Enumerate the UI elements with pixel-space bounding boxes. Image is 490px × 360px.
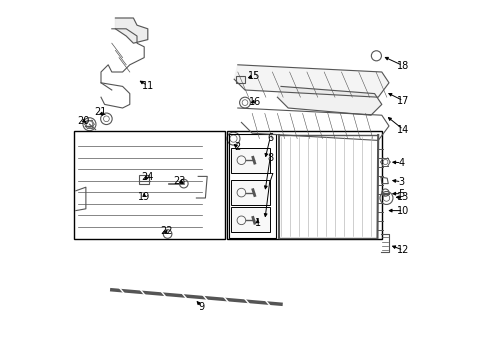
Bar [139,175,149,184]
Text: 20: 20 [77,116,89,126]
Text: 10: 10 [397,206,410,216]
Text: 24: 24 [141,172,153,182]
Text: 4: 4 [398,158,405,168]
Polygon shape [116,18,148,43]
Bar [229,134,275,238]
Text: 22: 22 [160,226,173,236]
Text: 19: 19 [138,192,150,202]
Text: 8: 8 [267,153,273,163]
Bar [236,76,245,83]
Text: 3: 3 [398,177,405,187]
Polygon shape [234,65,389,97]
Bar [74,131,225,239]
Bar [231,148,270,173]
Text: 17: 17 [397,96,410,106]
Text: 11: 11 [142,81,154,91]
Text: 21: 21 [94,107,106,117]
Text: 7: 7 [267,173,273,183]
Text: 13: 13 [397,192,410,202]
Text: 18: 18 [396,60,409,71]
Text: 12: 12 [397,245,410,255]
Text: 2: 2 [234,142,240,152]
Text: 15: 15 [248,71,260,81]
Text: 23: 23 [173,176,186,186]
Bar [231,180,270,205]
Text: 6: 6 [267,132,273,143]
Bar [227,131,382,239]
Text: 16: 16 [249,96,261,107]
Bar [231,207,270,232]
Text: 1: 1 [254,218,261,228]
Text: 14: 14 [397,125,410,135]
Text: 5: 5 [398,189,405,199]
Text: 9: 9 [199,302,205,312]
Polygon shape [277,86,382,115]
